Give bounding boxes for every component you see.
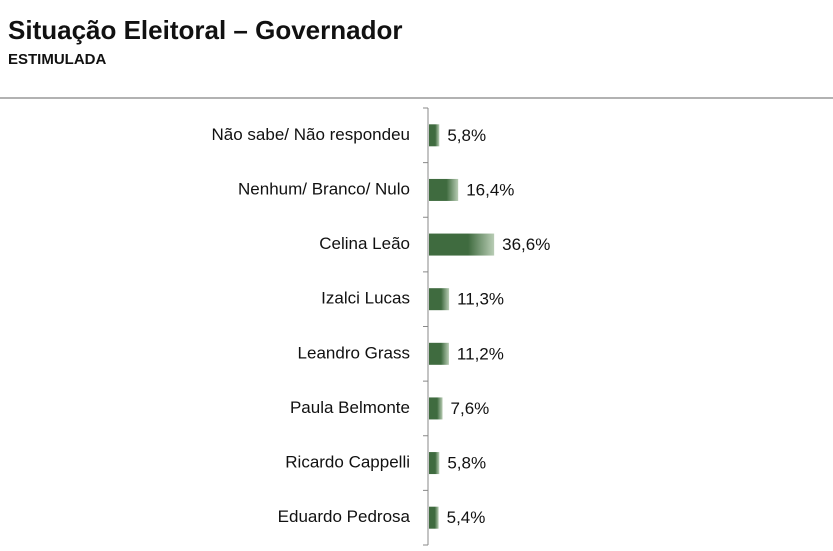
bar [429,178,459,201]
bar [429,452,440,475]
bar [429,288,450,311]
category-label: Izalci Lucas [321,289,410,308]
category-label: Paula Belmonte [290,398,410,417]
chart-title: Situação Eleitoral – Governador [8,15,402,45]
value-label: 5,4% [447,508,486,527]
value-label: 7,6% [451,399,490,418]
bar [429,342,449,365]
value-label: 16,4% [466,180,514,199]
value-label: 11,2% [457,344,504,363]
bar [429,233,495,256]
category-label: Celina Leão [319,234,410,253]
bar [429,506,439,529]
category-label: Nenhum/ Branco/ Nulo [238,179,410,198]
category-label: Leandro Grass [298,343,410,362]
category-label: Ricardo Cappelli [285,453,410,472]
bar [429,124,440,147]
bar [429,397,443,420]
chart-subtitle: ESTIMULADA [8,51,106,68]
value-label: 11,3% [457,290,504,309]
value-label: 5,8% [447,126,486,145]
value-label: 36,6% [502,235,550,254]
value-label: 5,8% [447,454,486,473]
category-label: Não sabe/ Não respondeu [212,125,410,144]
category-label: Eduardo Pedrosa [278,507,411,526]
